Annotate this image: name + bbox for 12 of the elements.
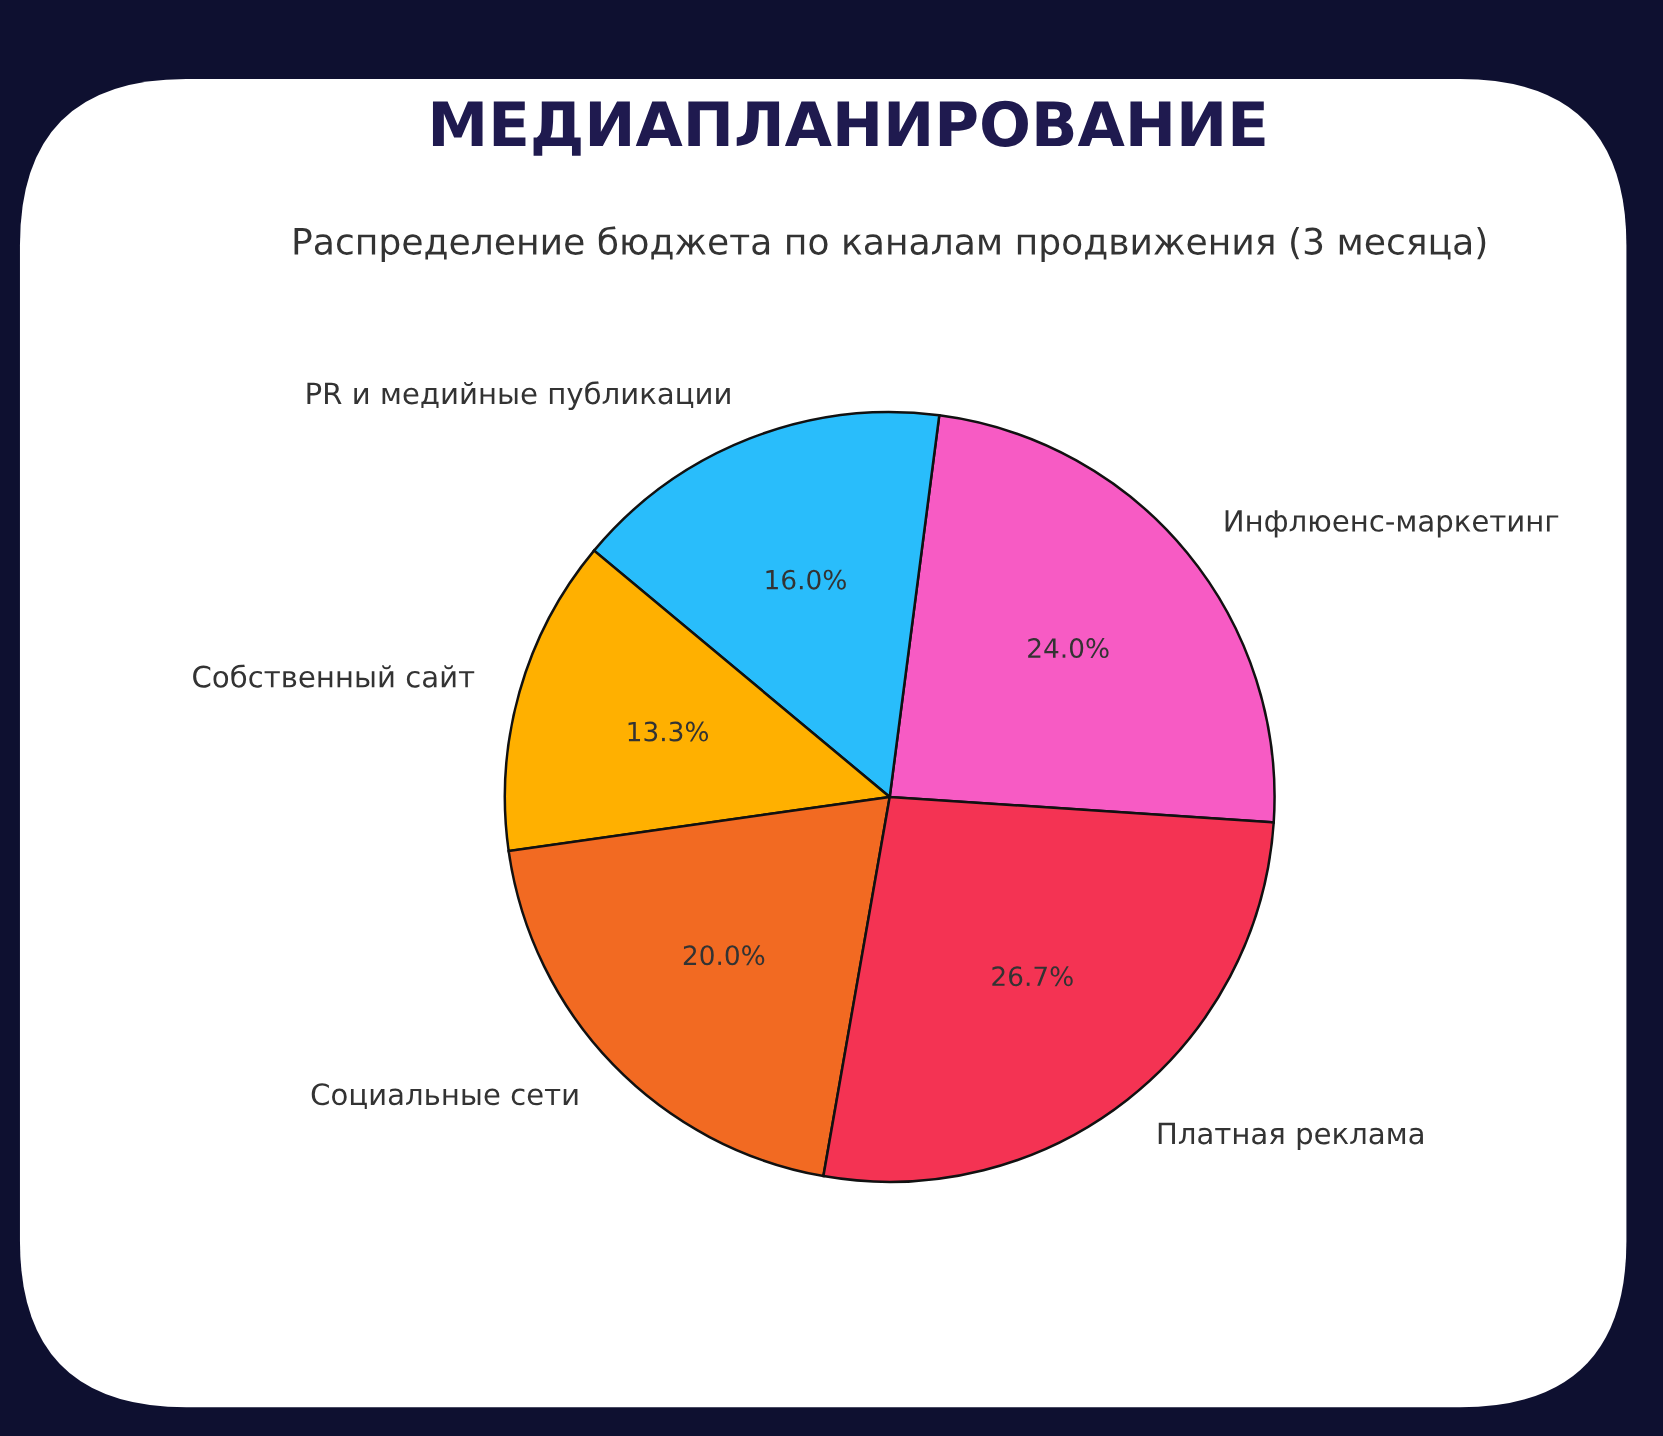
data-label: 16.0% — [766, 569, 846, 590]
data-label: 20.0% — [683, 945, 765, 966]
data-label: 26.7% — [992, 966, 1073, 987]
slice-label: Собственный сайт — [193, 664, 475, 688]
data-label: 24.0% — [1028, 638, 1109, 659]
slice-label: Социальные сети — [311, 1083, 578, 1109]
data-label: 13.3% — [628, 721, 709, 742]
slice-label: Инфлюенс-маркетинг — [1225, 510, 1559, 538]
slice-label: PR и медийные публикации — [307, 381, 730, 411]
chart-title: МЕДИАПЛАНИРОВАНИЕ — [432, 100, 1265, 156]
slice-label: Платная реклама — [1158, 1122, 1423, 1151]
chart-subtitle: Распределение бюджета по каналам продвижения (3 месяца) — [294, 226, 1486, 262]
